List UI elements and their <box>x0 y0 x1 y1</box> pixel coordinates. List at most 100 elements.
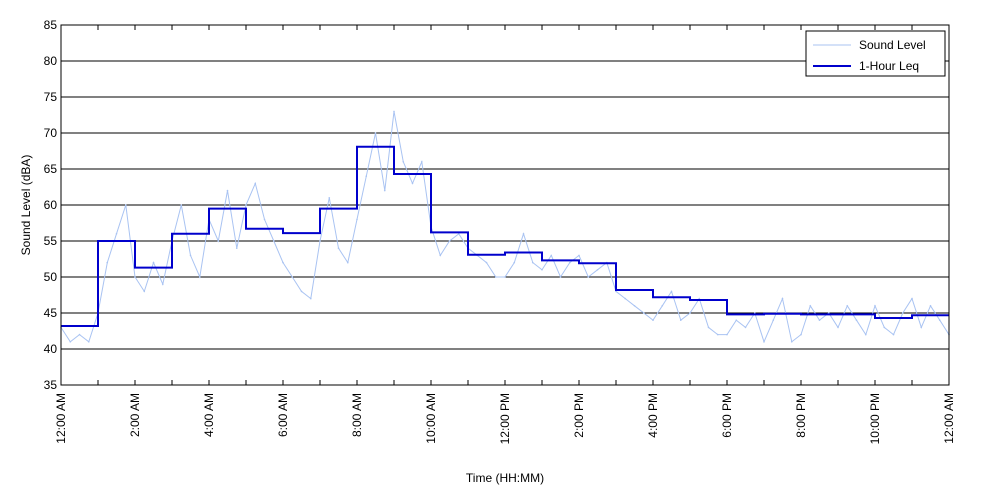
sound-level-point <box>180 204 183 206</box>
sound-level-point <box>504 276 506 278</box>
x-tick-label: 12:00 PM <box>498 393 512 444</box>
sound-level-point <box>189 254 192 257</box>
sound-level-point <box>587 276 590 278</box>
sound-level-point <box>772 319 775 322</box>
x-tick-label: 10:00 AM <box>424 393 438 444</box>
sound-level-point <box>735 319 738 322</box>
y-tick-label: 55 <box>44 234 58 248</box>
sound-level-point <box>800 333 802 336</box>
sound-level-point <box>226 189 229 192</box>
x-tick-label: 12:00 AM <box>54 393 68 444</box>
sound-level-point <box>383 189 386 192</box>
y-tick-label: 60 <box>44 198 58 212</box>
sound-level-point <box>346 261 349 264</box>
sound-level-point <box>781 297 784 300</box>
y-tick-label: 50 <box>44 270 58 284</box>
sound-level-point <box>291 276 294 278</box>
legend-box <box>805 30 946 77</box>
sound-level-point <box>272 240 275 242</box>
sound-level-point <box>809 305 812 307</box>
y-tick-label: 40 <box>44 342 58 356</box>
y-tick-label: 85 <box>44 18 58 32</box>
sound-level-point <box>69 341 72 343</box>
sound-level-point <box>689 312 691 314</box>
sound-level-point <box>716 333 719 336</box>
sound-level-point <box>661 305 664 307</box>
sound-level-point <box>124 204 127 206</box>
sound-level-point <box>679 319 682 322</box>
sound-level-point <box>263 218 266 221</box>
sound-level-point <box>235 247 238 249</box>
sound-level-point <box>790 341 793 343</box>
sound-level-point <box>513 261 516 264</box>
sound-level-point <box>929 305 932 307</box>
sound-level-point <box>707 326 710 329</box>
x-axis-label: Time (HH:MM) <box>466 471 544 485</box>
x-tick-label: 4:00 AM <box>202 393 216 437</box>
x-tick-label: 6:00 PM <box>720 393 734 438</box>
sound-level-point <box>642 312 645 314</box>
sound-level-point <box>87 341 90 343</box>
axes: 35 40 45 50 55 60 65 70 75 80 85 12:00 AM 2:00 AM 4:0… <box>44 18 956 444</box>
legend: Sound Level 1-Hour Leq <box>805 30 946 77</box>
sound-level-point <box>300 290 303 293</box>
sound-level-point <box>309 297 312 300</box>
sound-level-point <box>319 240 321 242</box>
sound-level-point <box>624 297 627 300</box>
y-tick-label: 70 <box>44 126 58 140</box>
sound-level-point <box>374 132 377 134</box>
sound-level-point <box>337 247 340 249</box>
y-tick-label: 75 <box>44 90 58 104</box>
sound-level-point <box>818 319 821 322</box>
sound-level-point <box>837 326 839 329</box>
sound-level-point <box>161 283 164 286</box>
series-leq-step-line <box>61 145 949 327</box>
sound-level-point <box>763 341 765 343</box>
sound-level-point <box>485 261 488 264</box>
sound-level-point <box>578 254 580 257</box>
legend-sound-level-label: Sound Level <box>859 38 926 52</box>
y-axis-label: Sound Level (dBA) <box>19 155 33 256</box>
x-tick-label: 10:00 PM <box>868 393 882 444</box>
sound-level-point <box>522 233 525 235</box>
x-tick-label: 4:00 PM <box>646 393 660 438</box>
sound-level-point <box>420 161 423 163</box>
sound-level-point <box>78 333 81 336</box>
x-tick-label: 8:00 AM <box>350 393 364 437</box>
sound-level-point <box>568 261 571 264</box>
x-tick-label: 6:00 AM <box>276 393 290 437</box>
sound-level-point <box>726 333 728 336</box>
sound-level-point <box>393 110 395 113</box>
series-layer <box>60 110 950 344</box>
sound-level-point <box>365 175 368 177</box>
x-tick-label: 2:00 PM <box>572 393 586 438</box>
sound-level-point <box>596 269 599 271</box>
sound-level-point <box>411 182 414 185</box>
sound-level-point <box>254 182 257 185</box>
sound-level-point <box>911 297 913 300</box>
x-tick-label: 8:00 PM <box>794 393 808 438</box>
sound-level-point <box>217 240 220 242</box>
sound-level-point <box>864 333 867 336</box>
sound-level-point <box>559 276 562 278</box>
sound-level-point <box>846 305 849 307</box>
sound-level-point <box>134 276 136 278</box>
sound-level-point <box>550 254 553 257</box>
y-tick-label: 80 <box>44 54 58 68</box>
y-tick-label: 35 <box>44 378 58 392</box>
sound-level-point <box>633 305 636 307</box>
sound-level-point <box>938 319 941 322</box>
sound-level-point <box>152 261 155 264</box>
x-tick-label: 2:00 AM <box>128 393 142 437</box>
sound-level-point <box>541 269 543 271</box>
sound-level-point <box>328 197 331 199</box>
sound-level-point <box>744 326 747 329</box>
sound-level-point <box>531 261 534 264</box>
sound-level-point <box>198 276 201 278</box>
sound-level-point <box>901 312 904 314</box>
sound-level-point <box>245 204 247 206</box>
sound-level-point <box>356 218 358 221</box>
sound-level-point <box>143 290 146 293</box>
sound-level-point <box>494 276 497 278</box>
